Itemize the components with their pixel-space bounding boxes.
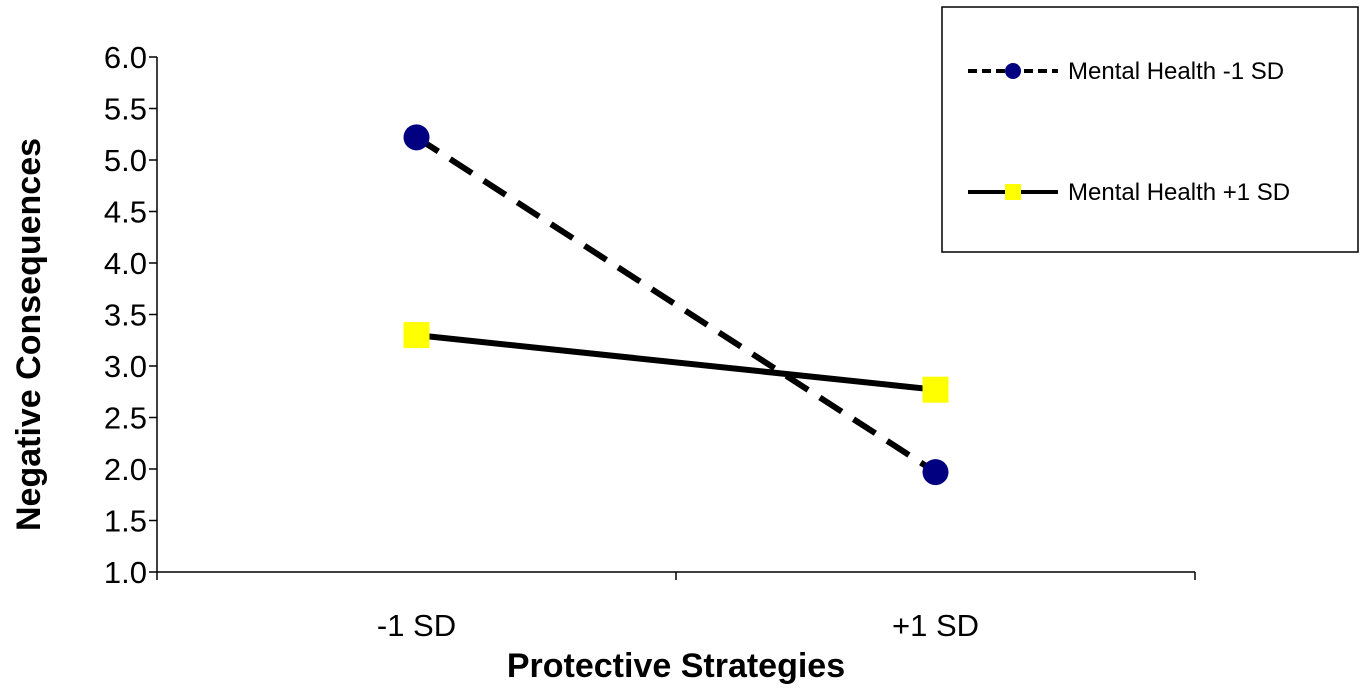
data-point	[403, 124, 430, 151]
y-axis-title: Negative Consequences	[10, 138, 48, 531]
y-tick-label: 4.0	[104, 246, 147, 281]
x-tick-label: +1 SD	[892, 608, 979, 643]
y-tick-label: 3.5	[104, 298, 147, 333]
y-tick-label: 5.5	[104, 92, 147, 127]
axes: 1.0 1.5 2.0 2.5 3.0 3.5 4.0 4.5 5.0 5.5 6.0 -1 SD +…	[104, 40, 1196, 643]
y-axis-ticks: 1.0 1.5 2.0 2.5 3.0 3.5 4.0 4.5 5.0 5.5 6.0	[104, 40, 157, 590]
data-point	[922, 459, 949, 486]
series-line	[416, 332, 936, 393]
series-group	[403, 322, 949, 403]
y-tick-label: 6.0	[104, 40, 147, 75]
data-point	[403, 322, 430, 349]
data-point	[1005, 63, 1021, 79]
legend-label: Mental Health -1 SD	[1068, 58, 1284, 85]
y-tick-label: 5.0	[104, 143, 147, 178]
data-point	[1005, 184, 1021, 200]
legend-label: Mental Health +1 SD	[1068, 179, 1290, 206]
y-tick-label: 1.0	[104, 555, 147, 590]
legend-entry: Mental Health -1 SD	[968, 58, 1284, 85]
legend-items: Mental Health -1 SD Mental Health +1 SD	[968, 58, 1290, 206]
x-tick-label: -1 SD	[377, 608, 456, 643]
data-point	[922, 376, 949, 403]
legend-box	[941, 6, 1359, 253]
x-axis-ticks: -1 SD +1 SD	[156, 572, 1196, 643]
y-tick-label: 3.0	[104, 349, 147, 384]
legend-entry: Mental Health +1 SD	[968, 179, 1290, 206]
series-layer	[403, 124, 949, 486]
series-group	[403, 124, 949, 486]
legend: Mental Health -1 SD Mental Health +1 SD	[941, 6, 1359, 253]
y-tick-label: 2.0	[104, 452, 147, 487]
x-axis-title: Protective Strategies	[507, 647, 845, 685]
y-tick-label: 1.5	[104, 504, 147, 539]
y-tick-label: 4.5	[104, 195, 147, 230]
y-tick-label: 2.5	[104, 401, 147, 436]
series-line	[414, 134, 938, 475]
